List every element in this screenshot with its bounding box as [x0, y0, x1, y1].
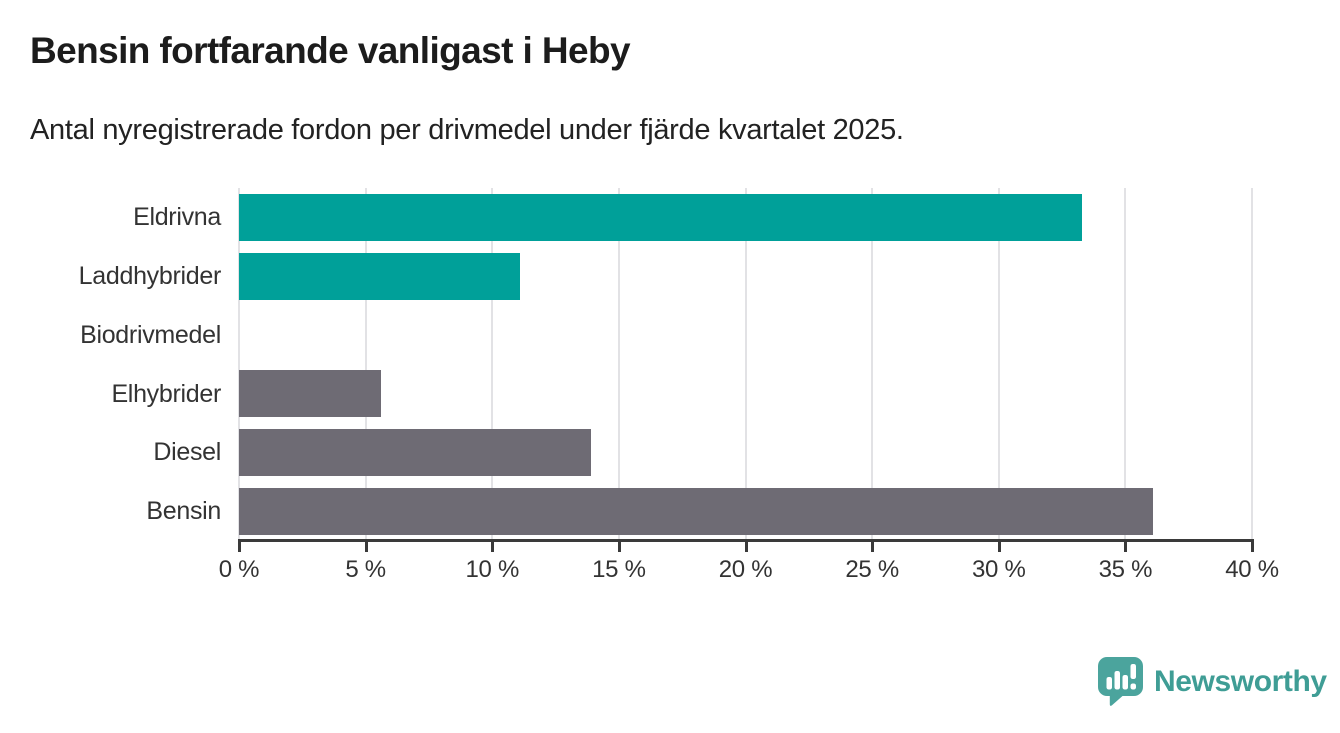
gridline [491, 188, 494, 541]
category-label: Eldrivna [133, 203, 221, 231]
gridline [997, 188, 1000, 541]
category-label: Bensin [146, 497, 221, 526]
gridline [744, 188, 747, 541]
x-axis-tick [744, 539, 748, 552]
gridline [364, 188, 367, 541]
plot-area [238, 188, 1253, 541]
x-axis-tick-label: 0 % [218, 556, 260, 583]
bar-row [239, 482, 1252, 541]
x-axis-tick [1124, 539, 1128, 552]
x-axis-tick-label: 20 % [718, 556, 773, 583]
x-axis-tick-label: 30 % [971, 556, 1026, 583]
bar-row [239, 188, 1252, 247]
x-axis-tick-label: 40 % [1225, 556, 1279, 583]
x-axis-tick [238, 539, 241, 552]
bar-row [239, 247, 1252, 306]
x-axis-tick-label: 25 % [845, 556, 899, 583]
gridline [1124, 188, 1127, 541]
category-label: Biodrivmedel [80, 320, 221, 349]
chart-title: Bensin fortfarande vanligast i Heby [30, 30, 631, 71]
category-labels: Eldrivna Laddhybrider Biodrivmedel Elhybrid… [0, 188, 222, 541]
bar [239, 370, 381, 418]
x-axis-tick [1251, 539, 1254, 552]
x-axis-tick-label: 35 % [1098, 556, 1153, 583]
bar [239, 429, 592, 477]
bar [239, 488, 1154, 536]
x-axis-tick [617, 539, 621, 552]
bar-row [239, 306, 1252, 365]
x-axis-tick [871, 539, 875, 552]
category-label: Diesel [153, 438, 221, 467]
gridline [871, 188, 874, 541]
bar-row [239, 423, 1252, 482]
chart-subtitle: Antal nyregistrerade fordon per drivmede… [30, 114, 904, 146]
x-axis-tick [491, 539, 495, 552]
newsworthy-wordmark: Newsworthy [1154, 664, 1327, 698]
newsworthy-logo: Newsworthy [1097, 656, 1327, 707]
x-axis-tick-label: 15 % [592, 556, 646, 583]
category-label: Laddhybrider [78, 261, 222, 290]
gridline [1251, 188, 1253, 541]
bar [239, 193, 1083, 241]
bar-chart-speech-bubble-icon [1098, 657, 1143, 706]
gridline [238, 188, 240, 541]
x-axis-tick-label: 5 % [345, 556, 386, 583]
gridline [617, 188, 620, 541]
bar-row [239, 365, 1252, 424]
x-axis-tick [364, 539, 368, 552]
x-axis-tick [997, 539, 1001, 552]
category-label: Elhybrider [111, 379, 221, 408]
bar [239, 252, 521, 300]
x-axis-tick-label: 10 % [465, 556, 519, 583]
